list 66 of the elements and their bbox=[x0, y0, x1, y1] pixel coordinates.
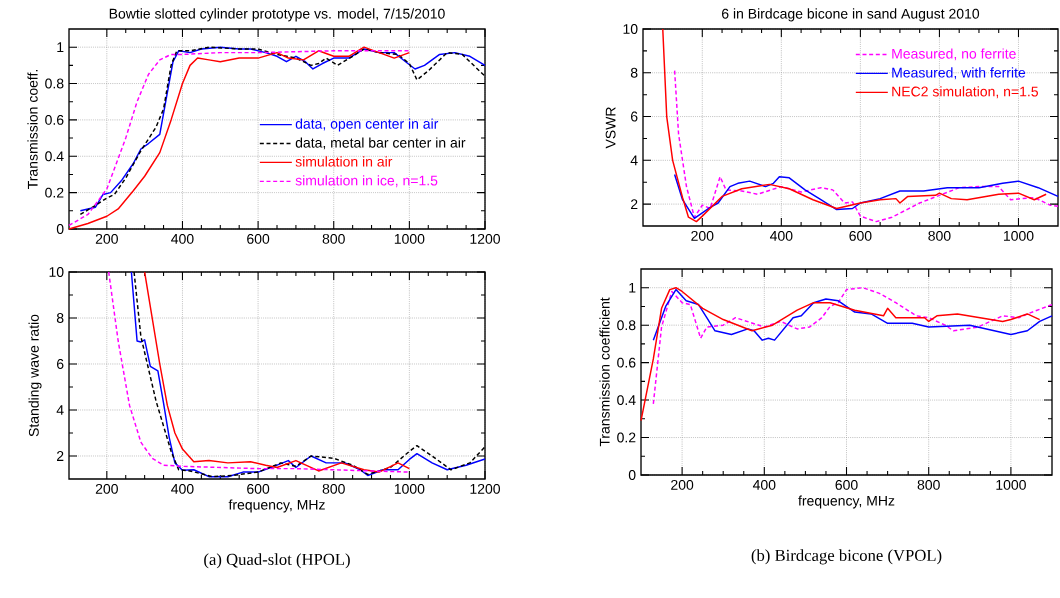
x-tick-label: 200 bbox=[95, 483, 118, 494]
x-axis-title: frequency, MHz bbox=[798, 495, 895, 509]
x-tick-label: 1000 bbox=[394, 483, 425, 494]
legend-label: simulation in air bbox=[295, 156, 393, 167]
legend-label: NEC2 simulation, n=1.5 bbox=[892, 86, 1038, 99]
x-tick-label: 600 bbox=[849, 230, 872, 241]
x-tick-label: 200 bbox=[95, 233, 118, 244]
x-tick-label: 800 bbox=[928, 230, 951, 241]
x-tick-label: 400 bbox=[171, 233, 194, 244]
x-tick-label: 1000 bbox=[394, 233, 425, 244]
y-tick-label: 0.2 bbox=[617, 432, 636, 443]
x-tick-label: 1200 bbox=[470, 483, 501, 494]
y-tick-label: 8 bbox=[56, 313, 64, 323]
legend-label: simulation in ice, n=1.5 bbox=[295, 175, 438, 188]
x-tick-label: 200 bbox=[671, 479, 694, 490]
y-tick-label: 0.8 bbox=[45, 78, 64, 89]
x-tick-label: 800 bbox=[322, 233, 345, 244]
y-axis-title: Standing wave ratio bbox=[28, 314, 42, 437]
y-tick-label: 0 bbox=[56, 224, 64, 234]
x-tick-label: 600 bbox=[247, 233, 270, 244]
x-tick-label: 600 bbox=[835, 479, 858, 490]
y-tick-label: 0.2 bbox=[45, 187, 64, 198]
y-tick-label: 6 bbox=[631, 111, 638, 122]
text: (b) Birdcage bicone (VPOL) bbox=[751, 549, 942, 565]
text: (a) Quad-slot (HPOL) bbox=[204, 553, 350, 569]
y-tick-label: 0 bbox=[628, 470, 636, 480]
y-tick-label: 4 bbox=[56, 405, 64, 415]
y-tick-label: 0.4 bbox=[45, 151, 64, 162]
chart-title: Bowtie slotted cylinder prototype vs. model, 7/15/2010 bbox=[109, 8, 445, 22]
x-tick-label: 800 bbox=[322, 483, 345, 494]
y-tick-label: 4 bbox=[630, 155, 638, 166]
legend-label: data, metal bar center in air bbox=[295, 137, 466, 150]
y-tick-label: 2 bbox=[57, 451, 64, 461]
line-series bbox=[652, 286, 1053, 405]
legend-label: data, open center in air bbox=[295, 118, 439, 132]
y-tick-label: 0.4 bbox=[617, 395, 636, 406]
x-axis-title: frequency, MHz bbox=[228, 499, 325, 513]
y-axis-title: Transmission coeff. bbox=[27, 69, 38, 189]
chart-title: 6 in Birdcage bicone in sand August 2010 bbox=[722, 8, 980, 22]
line-series bbox=[640, 286, 1041, 422]
y-tick-label: 1 bbox=[57, 42, 64, 52]
y-tick-label: 0.8 bbox=[617, 320, 636, 331]
x-tick-label: 400 bbox=[752, 479, 776, 490]
x-tick-label: 600 bbox=[247, 483, 270, 494]
y-tick-label: 10 bbox=[49, 267, 64, 277]
line-series bbox=[673, 69, 1059, 223]
y-tick-label: 2 bbox=[631, 199, 638, 209]
y-axis-title: Transmission coefficient bbox=[599, 297, 610, 447]
line-series bbox=[662, 28, 1047, 223]
x-tick-label: 400 bbox=[171, 483, 194, 494]
x-tick-label: 800 bbox=[917, 479, 940, 490]
y-tick-label: 6 bbox=[57, 359, 64, 369]
legend-label: Measured, with ferrite bbox=[892, 67, 1026, 80]
y-tick-label: 1 bbox=[629, 282, 636, 293]
y-axis-title: VSWR bbox=[605, 107, 616, 149]
x-tick-label: 400 bbox=[769, 230, 793, 241]
x-tick-label: 1000 bbox=[996, 479, 1026, 490]
x-tick-label: 200 bbox=[691, 230, 714, 241]
x-tick-label: 1200 bbox=[470, 233, 501, 244]
y-tick-label: 8 bbox=[630, 67, 638, 78]
y-tick-label: 0.6 bbox=[45, 114, 64, 125]
x-tick-label: 1000 bbox=[1003, 230, 1034, 241]
line-series bbox=[652, 288, 1053, 341]
legend-label: Measured, no ferrite bbox=[892, 48, 1016, 61]
y-tick-label: 10 bbox=[623, 24, 638, 34]
y-tick-label: 0.6 bbox=[617, 357, 636, 368]
